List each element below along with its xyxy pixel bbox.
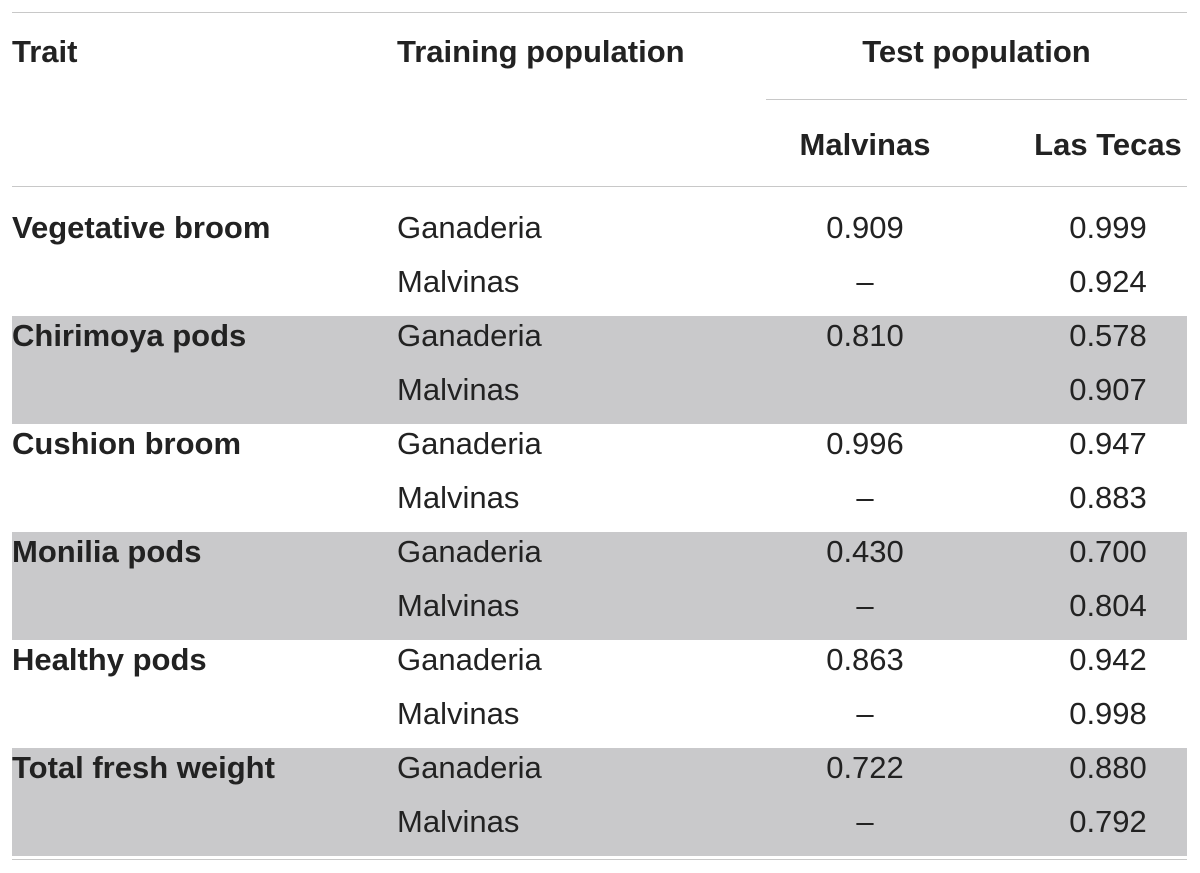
las-tecas-value-cell: 0.947 <box>1069 426 1147 461</box>
trait-label: Total fresh weight <box>12 750 275 785</box>
las-tecas-value-cell: 0.792 <box>1069 804 1147 839</box>
trait-label: Vegetative broom <box>12 210 271 245</box>
malvinas-value-cell: 0.810 <box>826 318 904 353</box>
las-tecas-value-cell: 0.880 <box>1069 750 1147 785</box>
malvinas-value-cell: 0.863 <box>826 642 904 677</box>
trait-label: Cushion broom <box>12 426 242 461</box>
training-population-cell: Malvinas <box>397 480 520 515</box>
malvinas-value-cell: – <box>856 804 874 839</box>
header-trait: Trait <box>12 34 78 69</box>
malvinas-value-cell: 0.996 <box>826 426 904 461</box>
training-population-cell: Malvinas <box>397 372 520 407</box>
training-population-cell: Malvinas <box>397 696 520 731</box>
malvinas-value-cell: – <box>856 588 874 623</box>
header-training-population: Training population <box>397 34 685 69</box>
las-tecas-value-cell: 0.700 <box>1069 534 1147 569</box>
las-tecas-value-cell: 0.998 <box>1069 696 1147 731</box>
training-population-cell: Ganaderia <box>397 534 542 569</box>
header-malvinas: Malvinas <box>799 127 931 162</box>
training-population-cell: Ganaderia <box>397 426 542 461</box>
las-tecas-value-cell: 0.924 <box>1069 264 1147 299</box>
training-population-cell: Malvinas <box>397 804 520 839</box>
malvinas-value-cell: – <box>856 696 874 731</box>
malvinas-value-cell: 0.909 <box>826 210 904 245</box>
header-las-tecas: Las Tecas <box>1034 127 1182 162</box>
training-population-cell: Malvinas <box>397 264 520 299</box>
top-rule <box>12 12 1187 13</box>
malvinas-value-cell: 0.430 <box>826 534 904 569</box>
las-tecas-value-cell: 0.578 <box>1069 318 1147 353</box>
training-population-cell: Malvinas <box>397 588 520 623</box>
header-test-population: Test population <box>862 34 1091 69</box>
training-population-cell: Ganaderia <box>397 318 542 353</box>
test-population-rule <box>766 99 1187 100</box>
malvinas-value-cell: – <box>856 480 874 515</box>
malvinas-value-cell: – <box>856 264 874 299</box>
row-group-shading <box>12 316 1187 424</box>
trait-label: Monilia pods <box>12 534 202 569</box>
trait-label: Chirimoya pods <box>12 318 247 353</box>
las-tecas-value-cell: 0.942 <box>1069 642 1147 677</box>
bottom-rule <box>12 859 1187 860</box>
training-population-cell: Ganaderia <box>397 210 542 245</box>
training-population-cell: Ganaderia <box>397 642 542 677</box>
row-group-shading <box>12 532 1187 640</box>
training-population-cell: Ganaderia <box>397 750 542 785</box>
las-tecas-value-cell: 0.999 <box>1069 210 1147 245</box>
las-tecas-value-cell: 0.804 <box>1069 588 1147 623</box>
trait-label: Healthy pods <box>12 642 207 677</box>
las-tecas-value-cell: 0.907 <box>1069 372 1147 407</box>
header-bottom-rule <box>12 186 1187 187</box>
malvinas-value-cell: 0.722 <box>826 750 904 785</box>
row-group-shading <box>12 748 1187 856</box>
las-tecas-value-cell: 0.883 <box>1069 480 1147 515</box>
